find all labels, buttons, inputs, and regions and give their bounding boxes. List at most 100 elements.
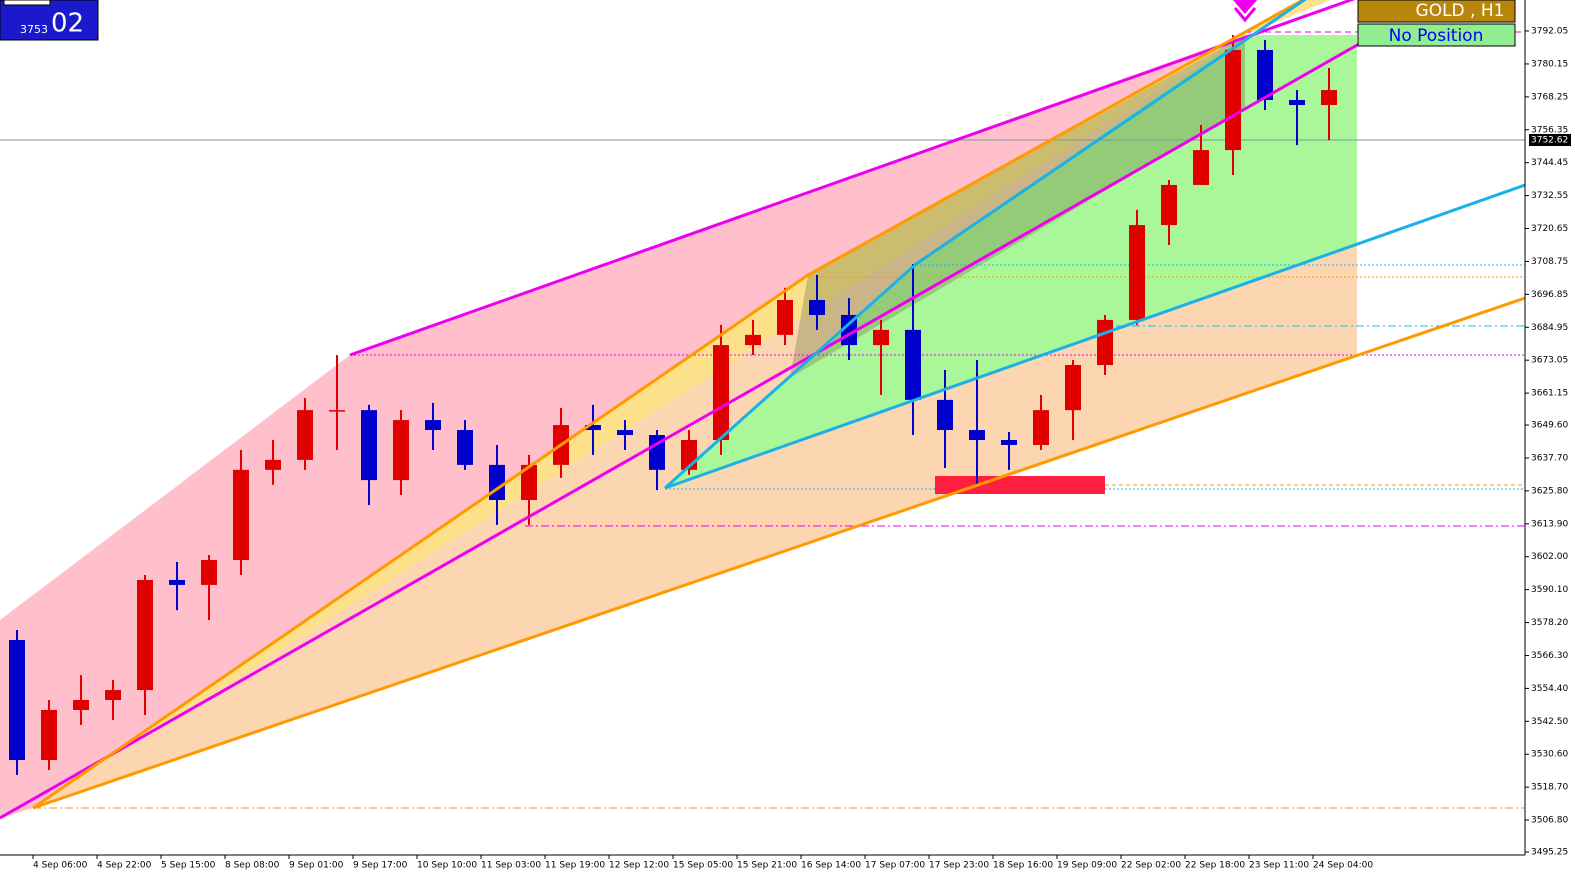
candle-body bbox=[457, 430, 473, 465]
y-tick-label: 3542.50 bbox=[1531, 717, 1568, 727]
x-tick-label: 15 Sep 05:00 bbox=[673, 861, 733, 871]
y-tick-label: 3720.65 bbox=[1531, 224, 1568, 234]
x-tick-label: 9 Sep 01:00 bbox=[289, 861, 344, 871]
candle-body bbox=[1225, 49, 1241, 151]
candle-body bbox=[1161, 184, 1177, 226]
y-tick-label: 3590.10 bbox=[1531, 585, 1568, 595]
candle-body bbox=[1001, 439, 1017, 445]
trend-line bbox=[664, 0, 1307, 490]
y-tick-label: 3495.25 bbox=[1531, 848, 1568, 858]
candle-body bbox=[41, 709, 57, 761]
price-tag-label: 3752.62 bbox=[1531, 136, 1568, 146]
trend-line bbox=[32, 296, 1526, 810]
candle-body bbox=[1129, 225, 1145, 320]
candles bbox=[9, 35, 1337, 775]
candle-body bbox=[233, 469, 249, 561]
x-tick-label: 19 Sep 09:00 bbox=[1057, 861, 1117, 871]
trend-line bbox=[0, 30, 1381, 820]
candle-body bbox=[905, 329, 921, 400]
candle-body bbox=[73, 700, 89, 710]
trend-lines bbox=[0, 0, 1526, 820]
x-tick-label: 17 Sep 07:00 bbox=[865, 861, 925, 871]
x-tick-label: 15 Sep 21:00 bbox=[737, 861, 797, 871]
y-tick-label: 3768.25 bbox=[1531, 92, 1568, 102]
x-tick-label: 10 Sep 10:00 bbox=[417, 861, 477, 871]
y-tick-label: 3673.05 bbox=[1531, 356, 1568, 366]
y-tick-label: 3661.15 bbox=[1531, 389, 1568, 399]
candle-body bbox=[9, 639, 25, 761]
candle-body bbox=[265, 459, 281, 470]
y-tick-label: 3554.40 bbox=[1531, 684, 1568, 694]
candle-body bbox=[585, 425, 601, 431]
x-tick-label: 18 Sep 16:00 bbox=[993, 861, 1053, 871]
candle-body bbox=[1097, 319, 1113, 366]
y-tick-label: 3566.30 bbox=[1531, 651, 1568, 661]
y-tick-label: 3530.60 bbox=[1531, 750, 1568, 760]
x-tick-label: 22 Sep 02:00 bbox=[1121, 861, 1181, 871]
x-tick-label: 17 Sep 23:00 bbox=[929, 861, 989, 871]
signal-arrow bbox=[1233, 0, 1257, 14]
candle-body bbox=[745, 334, 761, 346]
candle-body bbox=[329, 410, 345, 412]
bid-small: 3753 bbox=[20, 23, 48, 36]
y-tick-label: 3613.90 bbox=[1531, 519, 1568, 529]
y-tick-label: 3732.55 bbox=[1531, 191, 1568, 201]
trend-line bbox=[32, 0, 1306, 810]
signal-arrow bbox=[1233, 7, 1257, 23]
x-tick-label: 23 Sep 11:00 bbox=[1249, 861, 1309, 871]
x-tick-label: 4 Sep 06:00 bbox=[33, 861, 88, 871]
bid-box bbox=[0, 0, 99, 41]
candle-body bbox=[713, 345, 729, 440]
position-label: No Position bbox=[1389, 26, 1484, 46]
bid-panel: 3753 02 bbox=[0, 0, 99, 41]
y-tick-label: 3625.80 bbox=[1531, 486, 1568, 496]
position-box bbox=[1357, 23, 1516, 47]
x-tick-label: 11 Sep 19:00 bbox=[545, 861, 605, 871]
y-tick-label: 3744.45 bbox=[1531, 158, 1568, 168]
y-tick-label: 3637.70 bbox=[1531, 453, 1568, 463]
candle-body bbox=[1193, 150, 1209, 185]
symbol-panel: GOLD , H1 No Position bbox=[1357, 0, 1516, 47]
x-tick-label: 12 Sep 12:00 bbox=[609, 861, 669, 871]
x-tick-label: 16 Sep 14:00 bbox=[801, 861, 861, 871]
candle-body bbox=[425, 420, 441, 431]
candle-body bbox=[1033, 410, 1049, 445]
candle-body bbox=[105, 690, 121, 701]
bid-big: 02 bbox=[51, 9, 84, 39]
candle-body bbox=[137, 579, 153, 691]
price-tag bbox=[1529, 134, 1571, 146]
trend-line bbox=[664, 183, 1526, 490]
x-tick-label: 9 Sep 17:00 bbox=[353, 861, 408, 871]
y-tick-label: 3602.00 bbox=[1531, 552, 1568, 562]
candle-body bbox=[489, 464, 505, 501]
y-tick-label: 3756.35 bbox=[1531, 125, 1568, 135]
candle-body bbox=[201, 560, 217, 585]
y-tick-label: 3792.05 bbox=[1531, 27, 1568, 37]
symbol-label: GOLD , H1 bbox=[1416, 1, 1505, 21]
x-tick-label: 22 Sep 18:00 bbox=[1185, 861, 1245, 871]
candle-body bbox=[777, 300, 793, 335]
x-tick-label: 5 Sep 15:00 bbox=[161, 861, 216, 871]
time-axis bbox=[0, 855, 1575, 876]
candle-body bbox=[1289, 100, 1305, 106]
candle-body bbox=[649, 435, 665, 470]
candle-body bbox=[521, 464, 537, 501]
x-tick-label: 8 Sep 08:00 bbox=[225, 861, 280, 871]
candle-body bbox=[617, 430, 633, 436]
symbol-box bbox=[1357, 0, 1516, 23]
y-tick-label: 3684.95 bbox=[1531, 323, 1568, 333]
x-tick-label: 24 Sep 04:00 bbox=[1313, 861, 1373, 871]
x-tick-label: 4 Sep 22:00 bbox=[97, 861, 152, 871]
y-tick-label: 3696.85 bbox=[1531, 290, 1568, 300]
candle-body bbox=[1257, 49, 1273, 101]
green-zone bbox=[665, 35, 1357, 488]
y-tick-label: 3708.75 bbox=[1531, 257, 1568, 267]
bid-tab bbox=[3, 0, 51, 6]
y-tick-label: 3780.15 bbox=[1531, 59, 1568, 69]
candle-body bbox=[969, 430, 985, 440]
candle-body bbox=[1065, 365, 1081, 411]
trend-line bbox=[349, 0, 1356, 357]
candle-body bbox=[297, 410, 313, 460]
